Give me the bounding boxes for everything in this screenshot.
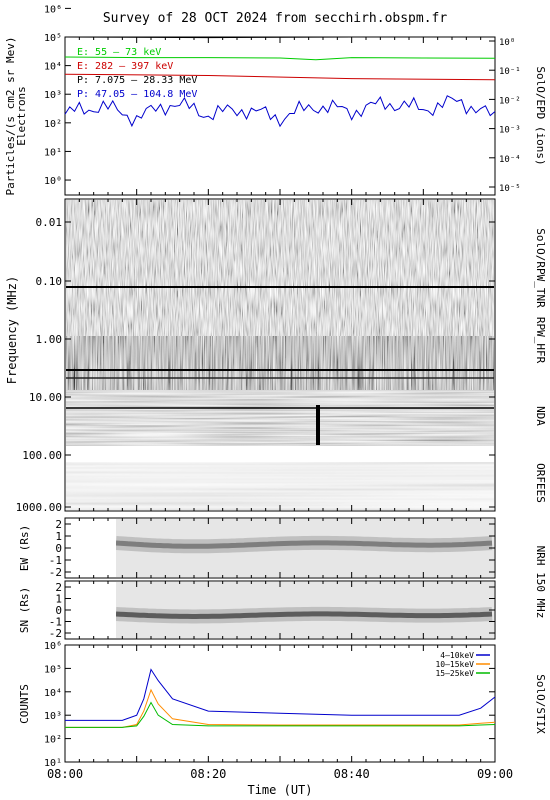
radio-tick-label: 1.00 xyxy=(36,333,63,346)
radio-tick-label: 1000.00 xyxy=(16,501,62,514)
epd-right-tick-label: 10⁻⁴ xyxy=(499,155,521,165)
hfr-spectrogram xyxy=(66,336,494,390)
radio-tick-label: 100.00 xyxy=(22,449,62,462)
epd-left-tick-label: 10⁰ xyxy=(44,176,62,187)
epd-series-line xyxy=(64,95,496,128)
epd-left-tick-label: 10¹ xyxy=(44,147,62,158)
stix-series-line xyxy=(65,668,496,721)
nrh-sn-ticks: 210-1-2 xyxy=(49,581,495,640)
epd-series-line xyxy=(64,73,496,81)
nrh-ew-ticks: 210-1-2 xyxy=(49,518,495,579)
epd-legend-entry: P: 47.05 – 104.8 MeV xyxy=(77,89,197,100)
nda-burst xyxy=(316,405,320,445)
epd-left-tick-label: 10² xyxy=(44,119,62,130)
nda-spectrogram xyxy=(66,390,494,446)
stix-ticks: 10¹ 10² 10³ 10⁴ 10⁵ 10⁶ xyxy=(44,641,495,769)
radio-right-label: NDA xyxy=(534,406,547,426)
radio-right-label: ORFEES xyxy=(534,463,547,503)
nrh-ew-tick-label: 2 xyxy=(55,518,62,531)
radio-tick-label: 0.01 xyxy=(36,216,63,229)
epd-right-label: SolO/EPD (ions) xyxy=(534,66,547,165)
epd-legend-entry: E: 282 – 397 keV xyxy=(77,61,173,72)
nrh-ew-band-halo xyxy=(116,535,493,554)
x-tick-label: 08:00 xyxy=(47,767,83,781)
radio-ticks: 0.01 0.10 1.00 10.00 100.00 1000.00 xyxy=(16,216,495,514)
nrh-sn-tick-label: -1 xyxy=(49,616,62,629)
epd-legend-entry: P: 7.075 – 28.33 MeV xyxy=(77,75,197,86)
epd-legend: E: 55 – 73 keV E: 282 – 397 keV P: 7.075 –… xyxy=(77,47,197,100)
epd-ylabel-electrons: Electrons xyxy=(15,86,28,146)
stix-panel: 10¹ 10² 10³ 10⁴ 10⁵ 10⁶ 4–10keV10–15keV15–25k… xyxy=(18,641,547,769)
stix-series-line xyxy=(65,701,496,728)
nrh-ew-tick-label: 1 xyxy=(55,530,62,543)
nrh-sn-ylabel: SN (Rs) xyxy=(18,587,31,633)
nrh-sn-tick-label: 0 xyxy=(55,604,62,617)
epd-right-tick-label: 10⁰ xyxy=(499,38,515,48)
radio-right-label: RPW_HFR xyxy=(534,317,547,364)
nrh-sn-band xyxy=(116,611,493,619)
chart-title: Survey of 28 OCT 2024 from secchirh.obsp… xyxy=(103,11,448,26)
epd-ylabel: Particles/(s cm2 sr Mev) xyxy=(4,37,17,196)
radio-ylabel: Frequency (MHz) xyxy=(5,276,19,384)
stix-tick-label: 10⁵ xyxy=(44,664,62,675)
x-tick-label: 08:40 xyxy=(334,767,370,781)
x-tick-label: 08:20 xyxy=(190,767,226,781)
nrh-sn-tick-label: -2 xyxy=(49,627,62,640)
radio-panel: 0.01 0.10 1.00 10.00 100.00 1000.00 Frequency… xyxy=(5,198,547,514)
nrh-ew-tick-label: -2 xyxy=(49,566,62,579)
epd-left-tick-label: 10³ xyxy=(44,90,62,101)
stix-right-label: SolO/STIX xyxy=(534,674,547,734)
x-axis-ticks: 08:00 08:20 08:40 09:00 xyxy=(47,37,513,781)
stix-legend-label: 15–25keV xyxy=(435,669,474,678)
nrh-right-label: NRH 150 MHz xyxy=(534,546,547,619)
stix-series-line xyxy=(65,688,496,728)
x-axis-label: Time (UT) xyxy=(247,783,312,797)
epd-series-line xyxy=(64,56,496,61)
stix-tick-label: 10³ xyxy=(44,711,62,722)
nrh-ew-tick-label: 0 xyxy=(55,542,62,555)
epd-right-tick-label: 10⁻¹ xyxy=(499,67,521,77)
nrh-sn-tick-label: 1 xyxy=(55,593,62,606)
orfees-spectrogram xyxy=(66,462,494,510)
radio-tick-label: 10.00 xyxy=(29,391,62,404)
nrh-sn-panel: 210-1-2 SN (Rs) xyxy=(18,580,496,640)
epd-right-tick-label: 10⁻³ xyxy=(499,126,521,136)
epd-right-tick-label: 10⁻⁵ xyxy=(499,184,521,194)
stix-frame xyxy=(64,644,496,763)
nrh-ew-tick-label: -1 xyxy=(49,554,62,567)
epd-left-tick-label: 10⁶ xyxy=(44,4,62,15)
radio-right-labels: SolO/RPW_TNR RPW_HFR NDA ORFEES xyxy=(534,228,547,503)
stix-tick-label: 10⁴ xyxy=(44,688,62,699)
stix-tick-label: 10² xyxy=(44,735,62,746)
tnr-spectrogram xyxy=(66,200,494,336)
epd-left-tick-label: 10⁵ xyxy=(44,33,62,44)
nrh-ew-ylabel: EW (Rs) xyxy=(18,525,31,571)
epd-legend-entry: E: 55 – 73 keV xyxy=(77,47,161,58)
epd-right-tick-label: 10⁻² xyxy=(499,96,521,106)
epd-left-tick-label: 10⁴ xyxy=(44,62,62,73)
stix-legend-label: 10–15keV xyxy=(435,660,474,669)
nrh-sn-tick-label: 2 xyxy=(55,581,62,594)
stix-tick-label: 10⁶ xyxy=(44,641,62,652)
stix-series-lines xyxy=(65,668,496,728)
x-tick-label: 09:00 xyxy=(477,767,513,781)
stix-legend-label: 4–10keV xyxy=(440,651,474,660)
epd-right-ticks: 10⁻⁵ 10⁻⁴ 10⁻³ 10⁻² 10⁻¹ 10⁰ xyxy=(489,38,521,194)
radio-right-label: SolO/RPW_TNR xyxy=(534,228,547,308)
radio-tick-label: 0.10 xyxy=(36,275,63,288)
stix-ylabel: COUNTS xyxy=(18,684,31,724)
stix-tick-label: 10¹ xyxy=(44,758,62,769)
